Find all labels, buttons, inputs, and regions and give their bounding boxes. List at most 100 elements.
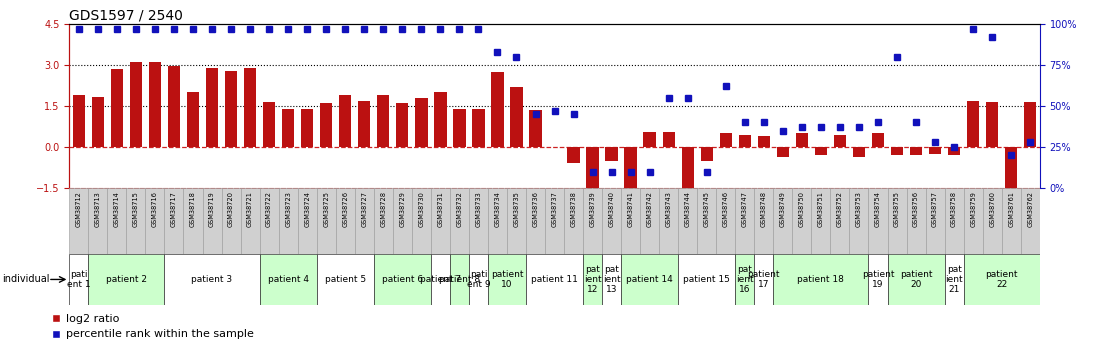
Text: GSM38721: GSM38721	[247, 191, 253, 227]
Text: pat
ient
12: pat ient 12	[584, 265, 601, 294]
Bar	[164, 254, 259, 305]
Text: GSM38715: GSM38715	[133, 191, 139, 227]
Text: GSM38739: GSM38739	[589, 191, 596, 227]
Bar	[891, 147, 903, 155]
Bar	[869, 254, 888, 305]
Bar	[449, 254, 468, 305]
Bar	[948, 147, 960, 155]
Text: patient
20: patient 20	[900, 270, 932, 289]
Bar	[945, 254, 964, 305]
Bar	[434, 92, 446, 147]
Text: patient 18: patient 18	[797, 275, 844, 284]
Text: GSM38762: GSM38762	[1027, 191, 1033, 227]
Bar	[587, 147, 599, 188]
Text: GSM38753: GSM38753	[856, 191, 862, 227]
Text: GSM38733: GSM38733	[475, 191, 482, 227]
Text: GSM38755: GSM38755	[894, 191, 900, 227]
Text: GSM38746: GSM38746	[722, 191, 729, 227]
Bar	[983, 188, 1002, 254]
Bar	[107, 188, 126, 254]
Bar	[926, 188, 945, 254]
Text: GSM38748: GSM38748	[761, 191, 767, 227]
Text: GSM38737: GSM38737	[551, 191, 558, 227]
Bar	[468, 188, 487, 254]
Text: patient 11: patient 11	[531, 275, 578, 284]
Text: pat
ient
16: pat ient 16	[736, 265, 754, 294]
Text: GSM38719: GSM38719	[209, 191, 215, 227]
Bar	[910, 147, 922, 155]
Bar	[793, 188, 812, 254]
Text: patient 4: patient 4	[267, 275, 309, 284]
Bar	[544, 188, 565, 254]
Bar	[430, 254, 449, 305]
Text: GSM38740: GSM38740	[608, 191, 615, 227]
Bar	[69, 188, 88, 254]
Bar	[278, 188, 297, 254]
Bar	[660, 188, 679, 254]
Bar	[259, 188, 278, 254]
Text: patient 7: patient 7	[419, 275, 461, 284]
Text: GSM38734: GSM38734	[494, 191, 501, 227]
Bar	[206, 68, 218, 147]
Bar	[453, 109, 465, 147]
Text: GSM38720: GSM38720	[228, 191, 234, 227]
Bar	[263, 102, 275, 147]
Text: patient 3: patient 3	[191, 275, 233, 284]
Bar	[92, 97, 104, 147]
Bar	[506, 188, 525, 254]
Text: GSM38723: GSM38723	[285, 191, 291, 227]
Text: GSM38750: GSM38750	[799, 191, 805, 227]
Bar	[244, 68, 256, 147]
Bar	[411, 188, 430, 254]
Text: patient 6: patient 6	[381, 275, 423, 284]
Bar	[69, 254, 88, 305]
Bar	[663, 132, 675, 147]
Text: patient 14: patient 14	[626, 275, 673, 284]
Bar	[282, 109, 294, 147]
Text: pati
ent 1: pati ent 1	[67, 270, 91, 289]
Bar	[221, 188, 240, 254]
Bar	[149, 62, 161, 147]
Bar	[529, 110, 542, 147]
Bar	[622, 254, 679, 305]
Bar	[758, 136, 770, 147]
Text: patient
22: patient 22	[985, 270, 1017, 289]
Bar	[929, 147, 941, 154]
Bar	[491, 72, 503, 147]
Bar	[872, 134, 884, 147]
Text: GSM38757: GSM38757	[932, 191, 938, 227]
Text: GSM38754: GSM38754	[875, 191, 881, 227]
Text: GSM38717: GSM38717	[171, 191, 177, 227]
Bar	[869, 188, 888, 254]
Bar	[297, 188, 316, 254]
Bar	[625, 147, 637, 189]
Bar	[202, 188, 221, 254]
Bar	[358, 101, 370, 147]
Text: GSM38714: GSM38714	[114, 191, 120, 227]
Bar	[316, 254, 373, 305]
Legend: log2 ratio, percentile rank within the sample: log2 ratio, percentile rank within the s…	[50, 314, 254, 339]
Bar	[1002, 188, 1021, 254]
Bar	[111, 69, 123, 147]
Bar	[755, 254, 774, 305]
Bar	[796, 134, 808, 147]
Bar	[373, 188, 392, 254]
Bar	[168, 67, 180, 147]
Bar	[831, 188, 850, 254]
Bar	[584, 254, 603, 305]
Bar	[603, 188, 622, 254]
Bar	[967, 101, 979, 147]
Text: GSM38726: GSM38726	[342, 191, 348, 227]
Bar	[565, 188, 584, 254]
Text: patient
17: patient 17	[748, 270, 780, 289]
Bar	[641, 188, 660, 254]
Text: GSM38728: GSM38728	[380, 191, 387, 227]
Text: GSM38730: GSM38730	[418, 191, 425, 227]
Text: patient 2: patient 2	[106, 275, 146, 284]
Bar	[603, 254, 622, 305]
Bar	[1005, 147, 1017, 188]
Bar	[701, 147, 713, 161]
Text: GSM38735: GSM38735	[513, 191, 520, 227]
Bar	[736, 188, 755, 254]
Bar	[88, 254, 164, 305]
